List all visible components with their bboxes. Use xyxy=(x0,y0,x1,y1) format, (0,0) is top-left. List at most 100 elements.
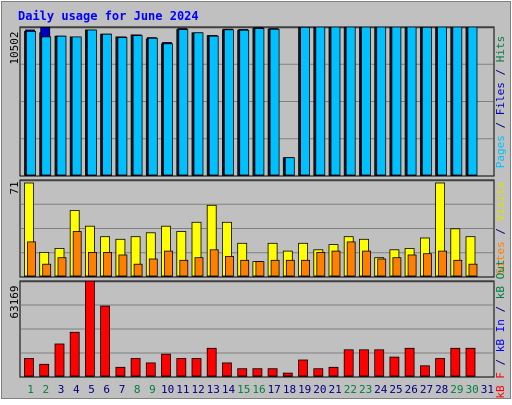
visits-bar-sites-day-12 xyxy=(194,257,204,277)
kbytes-legend-part-0: kB F xyxy=(494,372,507,399)
hits-bar-pages-day-9 xyxy=(147,37,158,176)
x-label-day-31: 31 xyxy=(481,383,494,396)
x-label-day-7: 7 xyxy=(119,383,126,396)
kbytes-bar-kb-f-day-2 xyxy=(39,363,50,377)
visits-legend-part-1: / xyxy=(494,221,507,241)
visits-bar-sites-day-24 xyxy=(377,258,387,277)
visits-bar-sites-day-29 xyxy=(453,259,463,277)
kbytes-bar-kb-f-day-21 xyxy=(328,366,339,377)
kbytes-bar-kb-f-day-19 xyxy=(298,359,309,377)
hits-bar-pages-day-11 xyxy=(178,29,189,176)
outer-border-dark xyxy=(1,1,511,399)
kbytes-bar-kb-f-day-5 xyxy=(85,280,95,377)
hits-bar-pages-day-4 xyxy=(71,36,82,176)
kbytes-bar-kb-f-day-12 xyxy=(191,358,202,377)
visits-bar-sites-day-4 xyxy=(72,231,82,277)
x-label-day-2: 2 xyxy=(42,383,49,396)
hits-legend-part-2: Files xyxy=(494,82,507,115)
visits-bar-sites-day-1 xyxy=(27,241,36,277)
x-label-day-3: 3 xyxy=(58,383,65,396)
x-label-day-10: 10 xyxy=(161,383,174,396)
kbytes-legend-part-1: / xyxy=(494,352,507,372)
x-label-day-19: 19 xyxy=(298,383,311,396)
hits-bar-pages-day-27 xyxy=(421,26,432,176)
visits-bar-sites-day-26 xyxy=(407,254,417,277)
hits-panel xyxy=(19,26,495,177)
kbytes-bar-kb-f-day-24 xyxy=(374,349,385,377)
x-label-day-18: 18 xyxy=(283,383,296,396)
visits-bar-sites-day-13 xyxy=(209,249,219,277)
hits-bar-pages-day-30 xyxy=(467,26,478,176)
visits-bar-sites-day-27 xyxy=(422,253,432,277)
hits-bar-pages-day-24 xyxy=(376,26,387,176)
hits-bar-pages-day-21 xyxy=(330,26,341,176)
kbytes-ymax-label: 63169 xyxy=(8,285,21,318)
kbytes-bar-kb-f-day-6 xyxy=(100,305,110,377)
x-label-day-27: 27 xyxy=(420,383,433,396)
hits-bar-pages-day-25 xyxy=(391,26,402,176)
hits-legend-label: Pages / Files / Hits xyxy=(494,36,507,169)
hits-bar-pages-day-10 xyxy=(163,43,173,176)
visits-bar-sites-day-10 xyxy=(164,250,173,277)
visits-bar-sites-day-7 xyxy=(118,254,128,277)
visits-bar-sites-day-14 xyxy=(224,255,234,277)
visits-bar-sites-day-21 xyxy=(331,250,341,277)
visits-bar-sites-day-25 xyxy=(392,257,402,277)
x-label-day-6: 6 xyxy=(103,383,110,396)
x-label-day-15: 15 xyxy=(237,383,250,396)
x-label-day-14: 14 xyxy=(222,383,236,396)
kbytes-bar-kb-f-day-7 xyxy=(115,366,126,377)
kbytes-bar-kb-f-day-30 xyxy=(465,347,476,377)
visits-ymax-label: 71 xyxy=(8,181,21,194)
visits-bar-sites-day-6 xyxy=(103,251,112,277)
hits-bar-pages-day-8 xyxy=(132,35,143,176)
hits-bar-pages-day-12 xyxy=(193,32,204,176)
visits-bar-sites-day-15 xyxy=(240,259,250,277)
hits-bar-pages-day-7 xyxy=(117,37,128,176)
visits-bar-sites-day-28 xyxy=(438,250,448,277)
x-label-day-23: 23 xyxy=(359,383,372,396)
kbytes-bar-kb-f-day-10 xyxy=(161,353,171,377)
hits-bar-pages-day-6 xyxy=(102,33,112,176)
kbytes-bar-kb-f-day-16 xyxy=(252,368,263,377)
hits-ymax-label: 10502 xyxy=(8,31,21,64)
visits-bar-sites-day-9 xyxy=(148,258,158,277)
kbytes-panel xyxy=(19,280,495,378)
visits-bar-sites-day-18 xyxy=(285,259,295,277)
x-label-day-28: 28 xyxy=(435,383,448,396)
hits-bar-pages-day-2 xyxy=(41,36,52,176)
visits-bar-sites-day-8 xyxy=(133,263,143,277)
x-axis-labels: 1 2 3 4 5 6 7 8 9 10 11 12 13 14 15 16 17 18 19 20 21 22 23 24 2… xyxy=(27,383,494,396)
kbytes-bar-kb-f-day-18 xyxy=(282,372,293,377)
x-label-day-13: 13 xyxy=(207,383,220,396)
kbytes-bar-kb-f-day-11 xyxy=(176,358,187,377)
hits-bar-pages-day-23 xyxy=(361,26,371,176)
x-label-day-16: 16 xyxy=(252,383,265,396)
hits-legend-part-1: / xyxy=(494,115,507,135)
visits-bar-sites-day-2 xyxy=(42,263,52,277)
hits-bar-pages-day-14 xyxy=(223,29,234,176)
x-label-day-5: 5 xyxy=(88,383,95,396)
hits-bar-pages-day-29 xyxy=(452,26,463,176)
visits-bar-sites-day-19 xyxy=(301,259,311,277)
kbytes-bar-kb-f-day-3 xyxy=(54,343,65,377)
visits-bar-sites-day-23 xyxy=(362,250,371,277)
visits-bar-sites-day-3 xyxy=(57,257,67,277)
kbytes-bar-kb-f-day-13 xyxy=(206,347,217,377)
x-label-day-4: 4 xyxy=(73,383,80,396)
kbytes-legend-part-4: kB Out xyxy=(494,259,507,299)
hits-bar-pages-day-15 xyxy=(239,29,250,176)
hits-bar-pages-day-20 xyxy=(315,26,326,176)
kbytes-bar-kb-f-day-4 xyxy=(69,331,80,377)
chart-title: Daily usage for June 2024 xyxy=(18,9,199,23)
kbytes-bar-kb-f-day-1 xyxy=(24,358,34,377)
kbytes-legend-part-2: kB In xyxy=(494,319,507,352)
kbytes-bar-kb-f-day-22 xyxy=(343,349,354,377)
hits-bar-pages-day-18 xyxy=(284,157,295,176)
x-label-day-25: 25 xyxy=(389,383,402,396)
hits-bar-pages-day-22 xyxy=(345,26,356,176)
hits-bar-pages-day-19 xyxy=(300,26,311,176)
